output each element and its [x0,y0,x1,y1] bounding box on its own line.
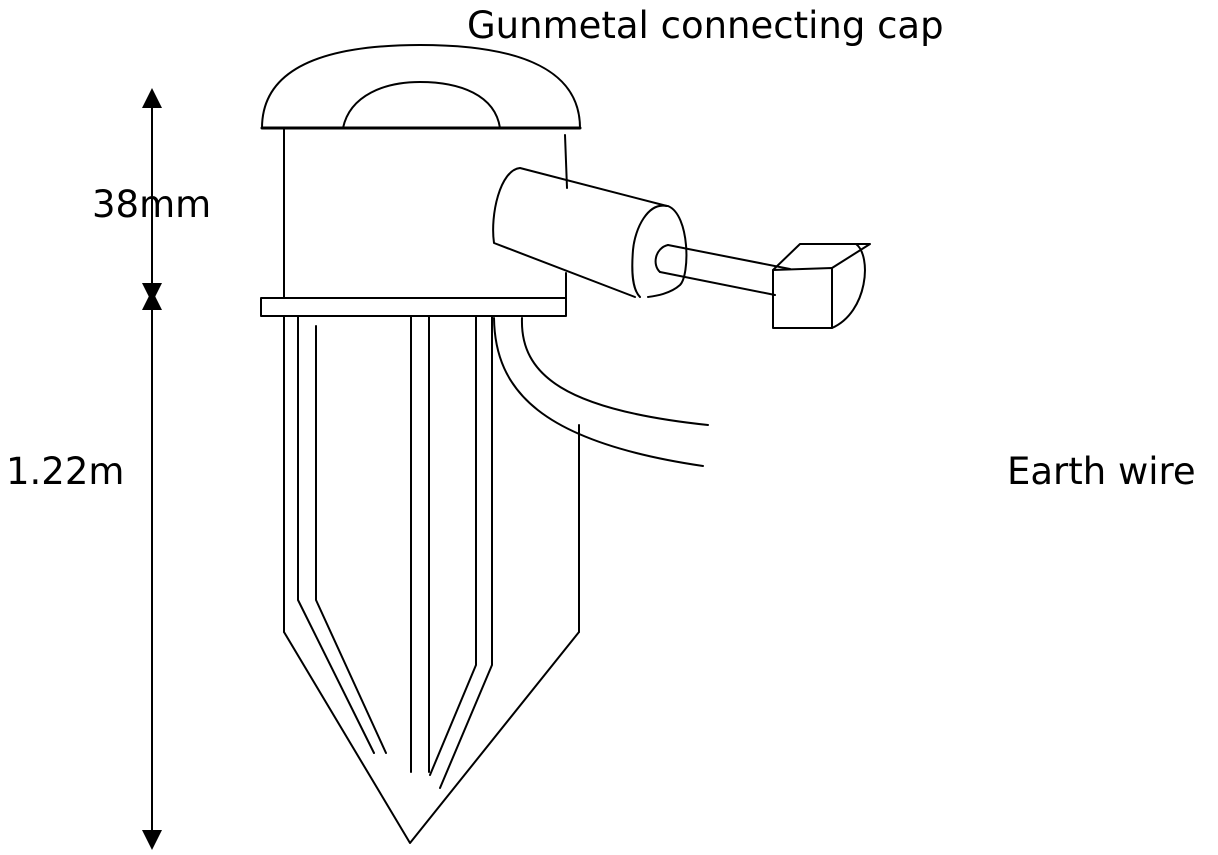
cap-inner-arch [342,81,501,129]
cap-dome [261,44,581,129]
flange [260,297,567,317]
clamp-cylinder-rim [647,205,688,298]
bolt-head [772,267,833,329]
bolt-shaft-bottom [659,271,776,296]
rod-tip [283,631,580,844]
rod-groove-2 [315,325,387,754]
cap-label: Gunmetal connecting cap [467,4,944,47]
height-1-22m-label: 1.22m [6,450,124,493]
bolt-head-dome [831,243,866,329]
bolt-shaft-end [654,244,669,273]
clamp-cylinder-body [492,167,668,298]
earth-wire-outer [493,317,704,467]
clamp-cylinder-end [631,204,668,298]
earth-wire-inner [520,317,709,426]
rod-groove-6 [439,315,493,789]
rod-groove-5 [429,315,477,776]
bolt-shaft-top [667,244,791,270]
earth-wire-label: Earth wire [1007,450,1196,493]
bolt-head-top [772,243,871,271]
rod-groove-1 [297,315,375,754]
